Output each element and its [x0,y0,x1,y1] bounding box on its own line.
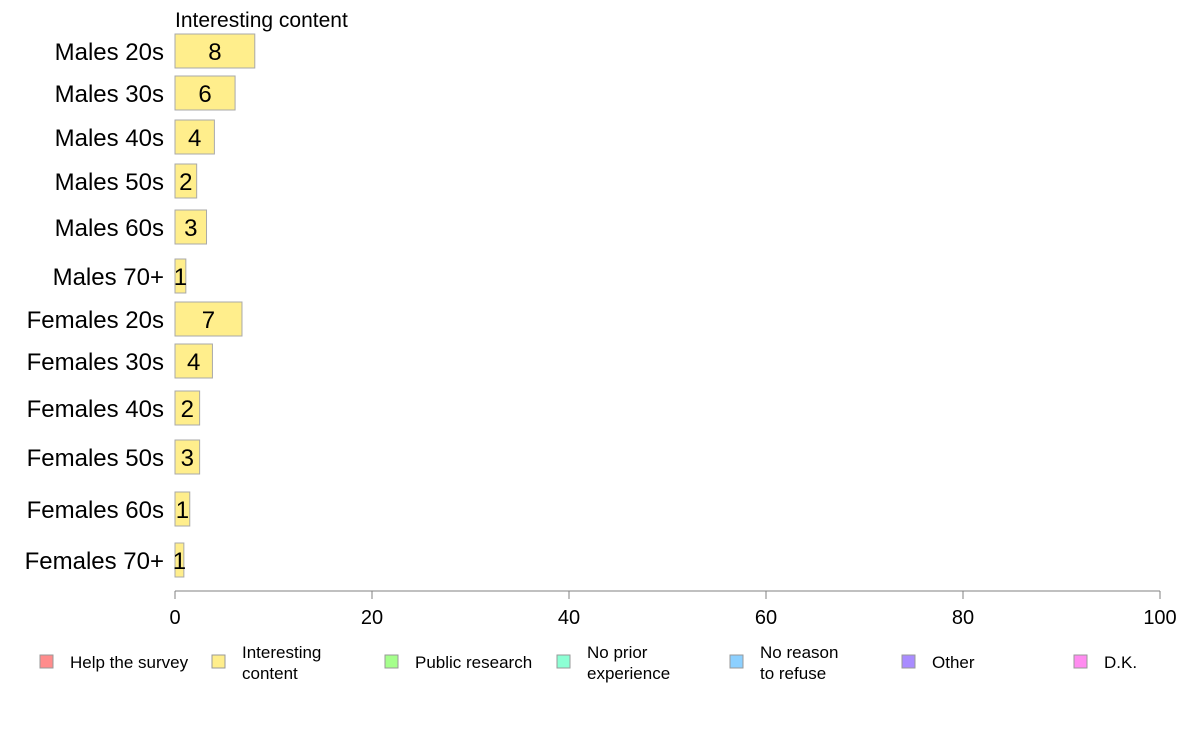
category-label: Males 20s [55,39,164,66]
bar-value-label: 6 [198,81,211,108]
bar-value-label: 1 [174,264,187,291]
x-tick-label: 100 [1143,607,1176,629]
category-label: Males 40s [55,125,164,152]
x-tick-label: 60 [755,607,777,629]
x-tick-label: 20 [361,607,383,629]
bar [174,258,187,294]
bar-value-label: 1 [176,497,189,524]
legend-label: No prior experience [587,643,670,683]
bar [174,119,215,155]
category-label: Females 30s [27,349,164,376]
legend-label: Interesting content [242,643,321,683]
bar [174,209,208,245]
category-label: Males 50s [55,169,164,196]
bar-value-label: 8 [208,39,221,66]
bar-value-label: 3 [181,445,194,472]
category-label: Females 50s [27,445,164,472]
category-label: Males 60s [55,215,164,242]
bar [174,33,256,69]
x-tick-label: 0 [169,607,180,629]
bar [174,343,213,379]
legend-swatch [39,654,54,669]
bar [174,390,201,426]
legend-label: Help the survey [70,653,189,672]
bar-value-label: 2 [181,396,194,423]
panel-title: Interesting content [175,9,348,32]
legend-swatch [556,654,571,669]
legend-label: Other [932,653,975,672]
bar-value-label: 3 [184,215,197,242]
x-tick-label: 80 [952,607,974,629]
legend-label: D.K. [1104,653,1137,672]
bar [174,491,191,527]
bar-value-label: 7 [202,307,215,334]
category-label: Females 60s [27,497,164,524]
legend-swatch [211,654,226,669]
legend-swatch [1073,654,1088,669]
category-label: Females 40s [27,396,164,423]
category-label: Males 70+ [53,264,164,291]
legend-swatch [729,654,744,669]
legend-label: No reason to refuse [760,643,838,683]
bar-value-label: 2 [179,169,192,196]
bar [174,75,236,111]
bar [174,542,185,578]
bar-value-label: 1 [173,548,186,575]
bar [174,163,198,199]
x-tick-label: 40 [558,607,580,629]
category-label: Males 30s [55,81,164,108]
category-label: Females 70+ [25,548,164,575]
bar-value-label: 4 [187,349,200,376]
legend-label: Public research [415,653,532,672]
bar [174,301,243,337]
category-label: Females 20s [27,307,164,334]
bar-value-label: 4 [188,125,201,152]
bar [174,439,201,475]
legend-swatch [384,654,399,669]
legend-swatch [901,654,916,669]
